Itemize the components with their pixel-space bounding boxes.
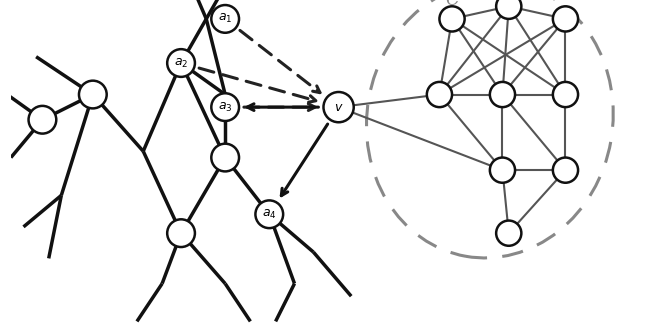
Text: $v$: $v$	[334, 101, 344, 114]
Circle shape	[211, 144, 239, 171]
Circle shape	[211, 5, 239, 33]
Text: $a_1$: $a_1$	[218, 12, 232, 25]
Circle shape	[79, 81, 107, 109]
Circle shape	[167, 49, 195, 77]
Circle shape	[553, 158, 578, 183]
Circle shape	[323, 92, 354, 122]
Circle shape	[211, 93, 239, 121]
Circle shape	[490, 82, 515, 107]
Circle shape	[496, 220, 522, 246]
Circle shape	[496, 0, 522, 19]
Circle shape	[256, 200, 283, 228]
Circle shape	[490, 158, 515, 183]
Circle shape	[553, 82, 578, 107]
Circle shape	[553, 6, 578, 31]
Text: $a_3$: $a_3$	[218, 101, 232, 114]
Circle shape	[427, 82, 452, 107]
Circle shape	[167, 219, 195, 247]
Text: $a_2$: $a_2$	[174, 56, 188, 69]
Text: C: C	[445, 0, 459, 9]
Circle shape	[29, 106, 56, 134]
Circle shape	[439, 6, 465, 31]
Text: $a_4$: $a_4$	[262, 208, 276, 221]
